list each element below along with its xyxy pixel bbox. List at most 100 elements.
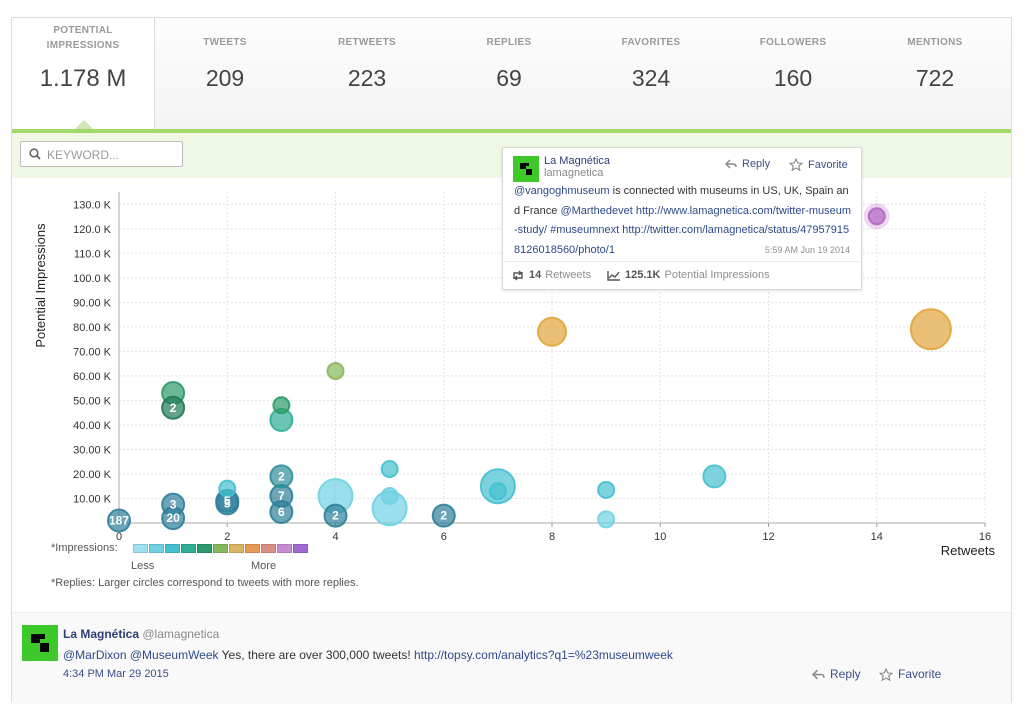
url-link[interactable]: http://topsy.com/analytics?q1=%23museumw… bbox=[414, 648, 673, 662]
data-point bbox=[867, 207, 886, 226]
tooltip-favorite-button[interactable]: Favorite bbox=[789, 158, 848, 171]
reply-label: Reply bbox=[830, 667, 861, 681]
favorite-label: Favorite bbox=[898, 667, 942, 681]
mention-link[interactable]: @vangoghmuseum bbox=[514, 185, 610, 197]
star-icon bbox=[789, 158, 803, 171]
tooltip-impressions: 125.1K Potential Impressions bbox=[607, 269, 770, 281]
legend-more: More bbox=[251, 560, 277, 572]
stat-value: 722 bbox=[915, 65, 955, 91]
y-tick-label: 40.00 K bbox=[73, 420, 112, 432]
data-point bbox=[597, 510, 616, 529]
y-tick-label: 20.00 K bbox=[73, 469, 112, 481]
point-count-label: 187 bbox=[109, 514, 129, 528]
tooltip-author-handle: lamagnetica bbox=[544, 167, 604, 179]
avatar bbox=[513, 156, 539, 182]
reply-label: Reply bbox=[742, 158, 771, 170]
data-point bbox=[269, 464, 294, 489]
data-point bbox=[380, 487, 399, 506]
y-tick-label: 100.0 K bbox=[73, 273, 112, 285]
color-scale-swatch bbox=[165, 544, 180, 553]
mention-link[interactable]: @Marthedevet bbox=[560, 204, 633, 217]
x-tick-label: 8 bbox=[549, 531, 555, 543]
stat-label: MENTIONS bbox=[907, 37, 963, 48]
tooltip-timestamp: 5:59 AM Jun 19 2014 bbox=[764, 245, 850, 255]
x-tick-label: 12 bbox=[762, 531, 774, 543]
reply-button[interactable]: Reply bbox=[812, 667, 861, 681]
color-scale-swatch bbox=[229, 544, 244, 553]
legend-impressions-label: *Impressions: bbox=[51, 542, 118, 554]
stat-value: 69 bbox=[496, 65, 522, 91]
impressions-color-scale bbox=[133, 544, 309, 554]
point-count-label: 2 bbox=[440, 509, 447, 523]
stat-tweets[interactable]: TWEETS 209 bbox=[154, 18, 296, 129]
stat-followers[interactable]: FOLLOWERS 160 bbox=[722, 18, 864, 129]
search-icon bbox=[29, 148, 41, 160]
color-scale-swatch bbox=[277, 544, 292, 553]
data-point bbox=[909, 308, 952, 351]
hashtag-link[interactable]: #museumnext bbox=[547, 224, 620, 236]
data-point bbox=[326, 361, 345, 380]
color-scale-swatch bbox=[149, 544, 164, 553]
y-axis-label: Potential Impressions bbox=[33, 223, 48, 348]
point-count-label: 6 bbox=[278, 505, 285, 519]
legend-less: Less bbox=[131, 560, 155, 572]
x-tick-label: 4 bbox=[332, 531, 338, 543]
mention-link[interactable]: @MuseumWeek bbox=[129, 648, 219, 662]
x-tick-label: 2 bbox=[224, 531, 230, 543]
url-link[interactable]: http://twitter.com/lamagnetica/status/47… bbox=[514, 224, 850, 256]
tweet-list-item: La Magnética @lamagnetica @MarDixon @Mus… bbox=[12, 612, 1011, 704]
keyword-input[interactable] bbox=[45, 145, 181, 165]
tooltip-tweet-text: @vangoghmuseum is connected with museums… bbox=[514, 185, 852, 256]
point-count-label: 5 bbox=[224, 494, 231, 508]
mention-link[interactable]: @MarDixon bbox=[63, 648, 127, 662]
tweet-text: @MarDixon @MuseumWeek Yes, there are ove… bbox=[63, 648, 673, 662]
stat-favorites[interactable]: FAVORITES 324 bbox=[580, 18, 722, 129]
tweet-author-handle[interactable]: @lamagnetica bbox=[142, 627, 220, 641]
data-point bbox=[488, 482, 507, 501]
tooltip-reply-button[interactable]: Reply bbox=[725, 158, 770, 170]
data-point bbox=[161, 395, 186, 420]
data-point bbox=[161, 492, 186, 517]
retweet-icon bbox=[513, 270, 523, 280]
stat-replies[interactable]: REPLIES 69 bbox=[438, 18, 580, 129]
data-point bbox=[380, 460, 399, 479]
tweet-timestamp[interactable]: 4:34 PM Mar 29 2015 bbox=[63, 668, 169, 680]
point-count-label: 5 bbox=[224, 496, 231, 510]
data-point bbox=[107, 508, 131, 533]
stat-potential-impressions[interactable]: POTENTIAL IMPRESSIONS 1.178 M bbox=[12, 18, 155, 129]
data-point bbox=[537, 316, 567, 347]
stat-label: REPLIES bbox=[486, 37, 532, 48]
x-tick-label: 6 bbox=[441, 531, 447, 543]
data-point bbox=[323, 503, 348, 528]
point-count-label: 2 bbox=[332, 509, 339, 523]
point-count-label: 3 bbox=[170, 498, 177, 512]
x-axis-label: Retweets bbox=[941, 543, 996, 558]
data-point bbox=[272, 396, 291, 415]
stat-label: POTENTIAL IMPRESSIONS bbox=[46, 25, 120, 51]
stat-retweets[interactable]: RETWEETS 223 bbox=[296, 18, 438, 129]
tooltip-author-name[interactable]: La Magnética bbox=[544, 155, 611, 167]
y-tick-label: 110.0 K bbox=[74, 248, 112, 260]
stat-value: 209 bbox=[205, 65, 245, 91]
tweet-author-name[interactable]: La Magnética bbox=[63, 627, 140, 641]
color-scale-swatch bbox=[197, 544, 212, 553]
x-tick-label: 10 bbox=[654, 531, 666, 543]
y-tick-label: 60.00 K bbox=[73, 371, 112, 383]
stat-value: 160 bbox=[773, 65, 813, 91]
stat-mentions[interactable]: MENTIONS 722 bbox=[864, 18, 1006, 129]
favorite-button[interactable]: Favorite bbox=[879, 667, 941, 681]
y-tick-label: 120.0 K bbox=[73, 224, 112, 236]
active-tab-pointer bbox=[75, 120, 93, 129]
stat-value: 223 bbox=[347, 65, 387, 91]
line-chart-icon bbox=[607, 270, 620, 281]
stats-bar: POTENTIAL IMPRESSIONS 1.178 M TWEETS 209… bbox=[12, 18, 1011, 129]
accent-bar bbox=[12, 129, 1011, 133]
y-tick-label: 90.00 K bbox=[73, 297, 112, 309]
url-link[interactable]: http://www.lamagnetica.com/twitter-museu… bbox=[514, 204, 852, 237]
color-scale-swatch bbox=[293, 544, 308, 553]
point-count-label: 7 bbox=[278, 489, 285, 503]
y-tick-label: 50.00 K bbox=[73, 395, 112, 407]
keyword-search[interactable] bbox=[20, 141, 183, 167]
color-scale-swatch bbox=[245, 544, 260, 553]
point-count-label: 2 bbox=[278, 469, 285, 483]
